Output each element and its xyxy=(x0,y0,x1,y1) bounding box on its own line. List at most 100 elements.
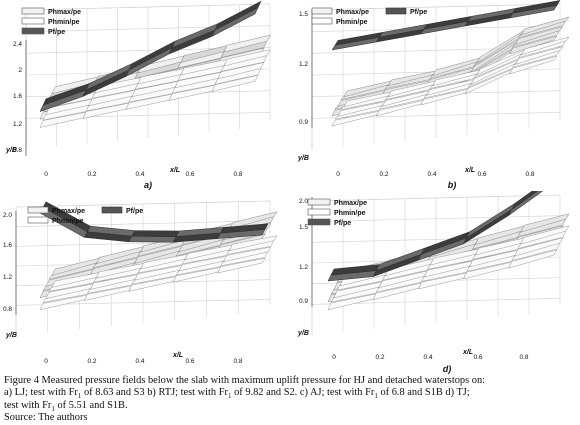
surface-cell xyxy=(509,35,558,55)
surface-cell xyxy=(220,223,269,234)
x-tick-label: 0.6 xyxy=(185,358,194,365)
caption-text-2c: of 9.82 and S2. c) AJ; test with Fr xyxy=(231,387,375,399)
caption-text-3b: of 5.51 and S1B. xyxy=(54,399,128,411)
legend: Phmax/pe Phmin/pe Pf/pe xyxy=(21,7,81,36)
surface-chart-c: 2.01.61.20.80 0.2 0.4 0.6 0.8x/Ly/BPhmax/peP… xyxy=(3,200,278,365)
caption-sub: 1 xyxy=(374,392,378,401)
z-axis: 2.0 1.6 1.2 0.8 xyxy=(3,211,17,315)
z-tick-label: 2 xyxy=(18,67,22,74)
x-axis: 0 0.2 0.4 0.6 0.8 x/L xyxy=(336,167,535,178)
x-tick-label: 0.4 xyxy=(135,358,144,365)
x-tick-label: 0.4 xyxy=(135,171,144,178)
surface-cell xyxy=(515,26,564,45)
z-tick-label: 1.2 xyxy=(13,121,22,128)
caption-text-2b: of 8.63 and S3 b) RTJ; test with Fr xyxy=(81,387,228,399)
legend-label: Phmin/pe xyxy=(334,210,366,217)
z-tick-label: 1.6 xyxy=(13,93,22,100)
x-tick-label: 0.2 xyxy=(375,354,384,361)
y-axis-label: y/B xyxy=(297,155,309,162)
surface-phmin-pe xyxy=(39,235,278,311)
legend-swatch xyxy=(385,7,407,15)
x-tick-label: 0.6 xyxy=(185,171,194,178)
z-tick-label: 1.2 xyxy=(299,264,308,271)
z-tick-label: 1.2 xyxy=(299,61,308,68)
panel-label: d) xyxy=(443,364,452,374)
legend: Phmax/pe Phmin/pe Pf/pe xyxy=(27,206,143,225)
caption-line-1: Figure 4 Measured pressure fields below … xyxy=(4,375,576,387)
surface-pf-pe xyxy=(331,0,561,51)
z-tick-label: 1.2 xyxy=(3,274,12,281)
surface-chart-d: 2.0 1.5 1.2 0.9 0 0.2 0.4 0.6 0.8 x/L y/B d) Phmax/p… xyxy=(297,191,570,374)
surface-phmin-pe xyxy=(331,36,570,127)
legend-label: Phmax/pe xyxy=(52,208,85,215)
x-tick-label: 0.2 xyxy=(87,171,96,178)
chart-panel-a: 2.4 2 1.6 1.2 0.8 0 0.2 0.4 0.6 0.8 x/L y/B a) Phmax/… xyxy=(0,0,290,190)
x-tick-label: 0.2 xyxy=(87,358,96,365)
legend-swatch xyxy=(311,7,333,15)
z-tick-label: 0.9 xyxy=(299,298,308,305)
source-text: Source: The authors xyxy=(4,412,88,424)
legend: Phmax/pe Phmin/pe Pf/pe xyxy=(311,7,427,26)
surface-cell xyxy=(223,34,271,53)
x-tick-label: 0.2 xyxy=(379,171,388,178)
y-axis-label: y/B xyxy=(5,332,17,339)
surface-cell xyxy=(217,257,266,274)
y-axis-label: y/B xyxy=(5,147,17,154)
x-tick-label: 0.8 xyxy=(525,171,534,178)
z-axis: 2.0 1.5 1.2 0.9 xyxy=(299,197,313,307)
surface-cell xyxy=(229,211,278,230)
z-tick-label: 0.8 xyxy=(13,147,22,154)
surface-cell xyxy=(223,246,272,263)
x-axis: 0 0.2 0.4 0.6 0.8 x/L xyxy=(44,352,243,365)
surface-cell xyxy=(508,249,558,269)
caption-sub: 1 xyxy=(51,404,55,413)
z-tick-label: 0.8 xyxy=(3,306,12,313)
surface-chart-b: 1.51.20.90 0.2 0.4 0.6 0.8x/Ly/Bb)Phmax/pePh… xyxy=(297,0,570,190)
x-tick-label: 0.8 xyxy=(233,171,242,178)
panel-label: b) xyxy=(448,180,457,190)
x-tick-label: 0 xyxy=(44,358,48,365)
y-axis-label: y/B xyxy=(297,330,309,337)
surface-cell xyxy=(131,230,180,237)
surface-cell xyxy=(509,55,558,75)
chart-group: 2.01.61.20.80 0.2 0.4 0.6 0.8x/Ly/BPhmax/peP… xyxy=(3,200,278,365)
z-axis: 2.4 2 1.6 1.2 0.8 xyxy=(13,40,27,156)
surface-cell xyxy=(211,74,259,92)
z-tick-label: 2.0 xyxy=(3,212,12,219)
caption-line-3: test with Fr1 of 5.51 and S1B. xyxy=(4,399,576,413)
x-axis: 0 0.2 0.4 0.6 0.8 x/L xyxy=(332,349,529,361)
legend-label: Phmax/pe xyxy=(334,200,367,207)
legend-swatch xyxy=(101,206,123,214)
x-tick-label: 0.4 xyxy=(423,354,432,361)
x-tick-label: 0.6 xyxy=(477,171,486,178)
caption-text-3a: test with Fr xyxy=(4,399,52,411)
surface-cell xyxy=(229,235,278,251)
caption-sub: 1 xyxy=(227,392,232,401)
caption-text-2a: a) LJ; test with Fr xyxy=(4,387,78,399)
x-axis-label: x/L xyxy=(462,349,473,356)
caption-text-2d: of 6.8 and S1B d) TJ; xyxy=(377,387,470,399)
surface-cell xyxy=(515,46,564,65)
surface-cell xyxy=(514,237,564,257)
x-axis-label: x/L xyxy=(172,352,183,359)
surface-cell xyxy=(214,0,262,31)
z-tick-label: 2.0 xyxy=(299,198,308,205)
x-tick-label: 0.4 xyxy=(427,171,436,178)
x-tick-label: 0 xyxy=(44,171,48,178)
legend-label: Pf/pe xyxy=(410,9,427,16)
caption-line-2: a) LJ; test with Fr 1 of 8.63 and S3 b) R… xyxy=(4,387,576,401)
surface-phmin-pe xyxy=(327,225,570,311)
caption-text-1: Figure 4 Measured pressure fields below … xyxy=(4,375,486,386)
caption-source: Source: The authors xyxy=(4,412,576,424)
legend-label: Phmin/pe xyxy=(336,19,368,26)
legend-label: Phmin/pe xyxy=(52,218,84,225)
chart-group: 2.0 1.5 1.2 0.9 0 0.2 0.4 0.6 0.8 x/L y/B d) Phmax/p… xyxy=(297,191,570,374)
surface-chart-a: 2.4 2 1.6 1.2 0.8 0 0.2 0.4 0.6 0.8 x/L y/B a) Phmax/… xyxy=(5,0,271,190)
surface-pf-pe xyxy=(39,201,269,243)
z-tick-label: 1.5 xyxy=(299,224,308,231)
x-tick-label: 0 xyxy=(332,354,336,361)
legend-label: Phmax/pe xyxy=(48,9,81,16)
surface-cell xyxy=(508,191,544,216)
surface-cell xyxy=(128,235,177,243)
chart-panel-c: 2.0 1.6 1.2 0.8 0 0.2 0.4 0.6 0.8 x/L y/B Phmax/pe P… xyxy=(0,197,290,375)
